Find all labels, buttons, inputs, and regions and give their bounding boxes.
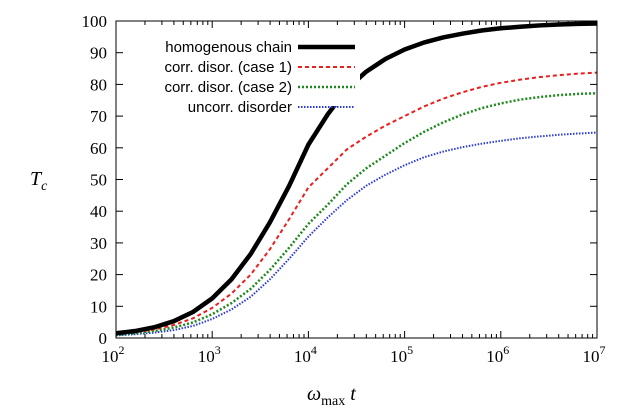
x-tick-label: 103 <box>198 343 221 366</box>
y-tick-label: 40 <box>90 202 107 221</box>
x-axis-label-variable: t <box>350 383 356 405</box>
y-tick-label: 20 <box>90 266 107 285</box>
y-tick-label: 90 <box>90 44 107 63</box>
y-axis-label: Tc <box>30 168 48 194</box>
y-tick-label: 70 <box>90 107 107 126</box>
x-tick-label: 107 <box>583 343 606 366</box>
x-axis-label-symbol: ω <box>307 383 321 405</box>
legend-label-2: corr. disor. (case 2) <box>164 79 292 96</box>
y-tick-label: 0 <box>99 329 108 348</box>
y-axis-label-subscript: c <box>41 179 48 194</box>
y-tick-label: 50 <box>90 171 107 190</box>
x-axis-label: ωmax t <box>307 383 356 409</box>
x-tick-label: 106 <box>486 343 509 366</box>
x-tick-label: 102 <box>102 343 125 366</box>
series-line-1 <box>115 71 598 336</box>
x-tick-label: 105 <box>390 343 413 366</box>
legend-label-1: corr. disor. (case 1) <box>164 59 292 76</box>
y-tick-label: 100 <box>82 12 108 31</box>
legend-label-0: homogenous chain <box>165 39 292 56</box>
legend: homogenous chain corr. disor. (case 1) cor… <box>140 34 360 116</box>
series-line-2 <box>115 92 598 337</box>
x-axis-label-subscript: max <box>321 394 345 409</box>
y-tick-label: 10 <box>90 297 107 316</box>
series-line-3 <box>115 131 598 337</box>
y-tick-label: 60 <box>90 139 107 158</box>
legend-label-3: uncorr. disorder <box>188 99 292 116</box>
x-tick-label: 104 <box>294 343 317 366</box>
y-axis-label-symbol: T <box>30 168 43 190</box>
y-tick-label: 30 <box>90 234 107 253</box>
y-tick-label: 80 <box>90 75 107 94</box>
ticks-layer: 0 10 20 30 40 50 60 70 80 90 100 102 103 104 105 106 107 <box>82 12 606 366</box>
